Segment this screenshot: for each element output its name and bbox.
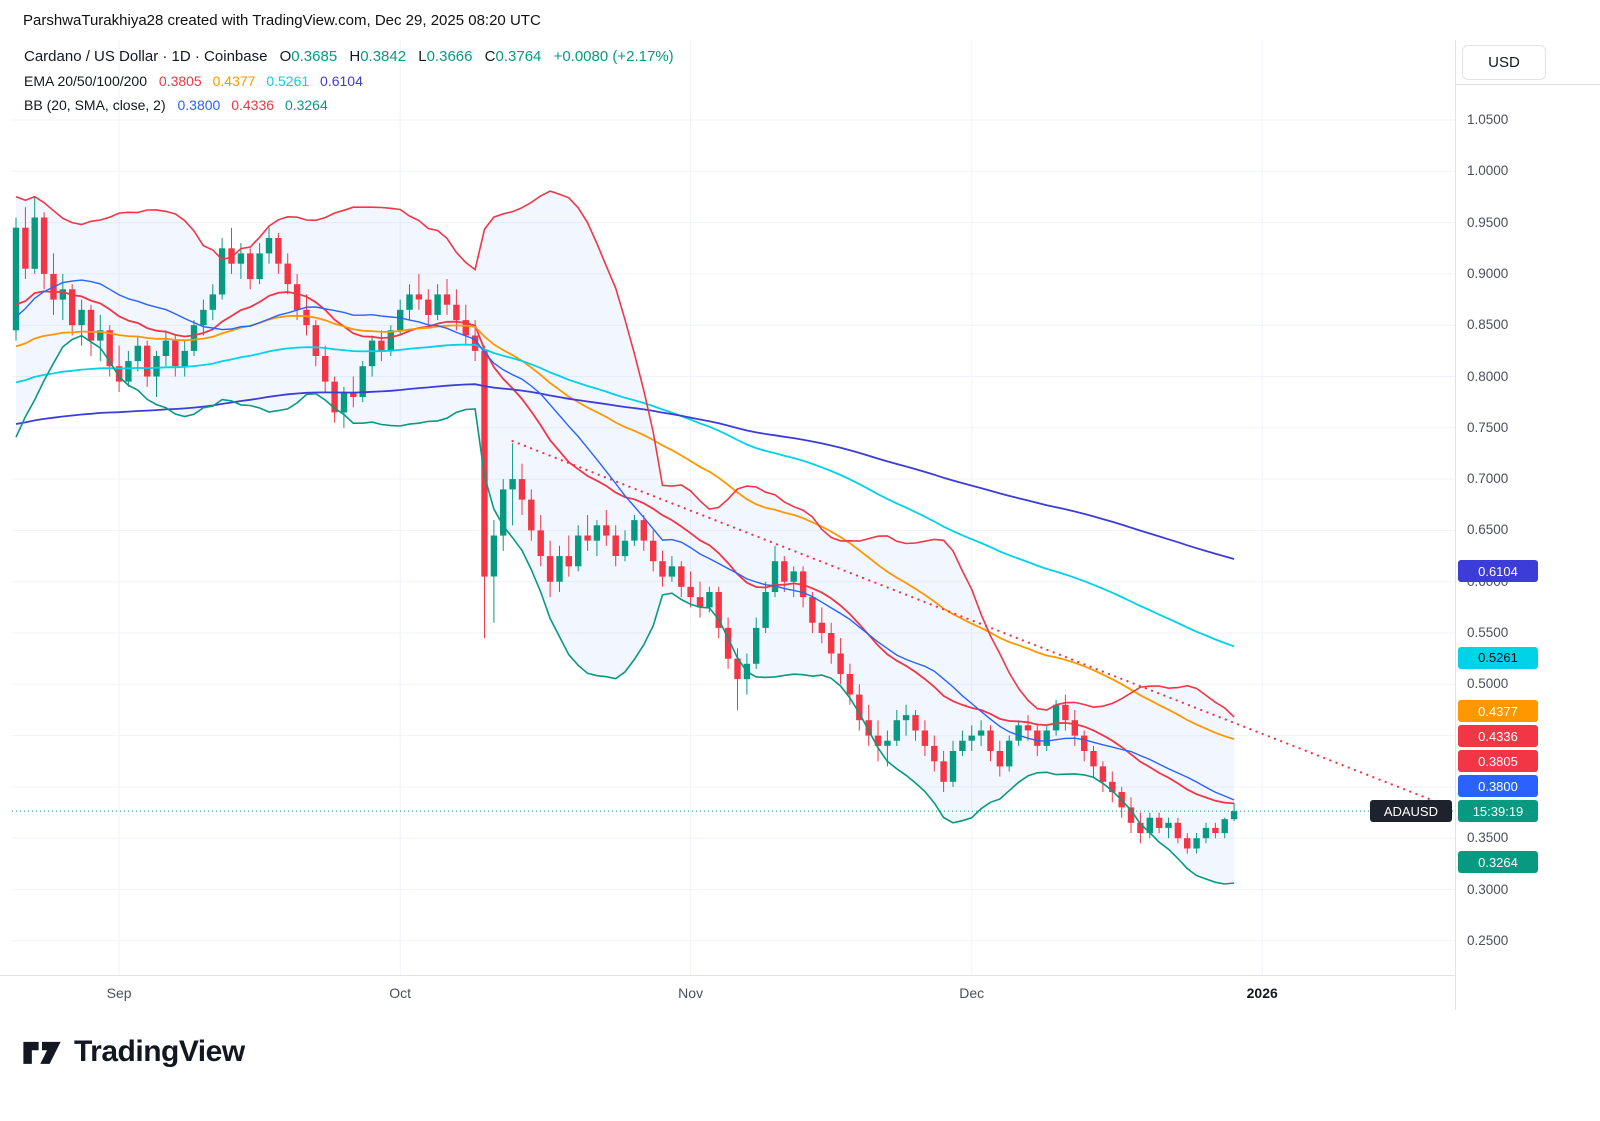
price-tick-label: 1.0000 — [1467, 163, 1509, 179]
grid-lines — [12, 40, 1455, 975]
price-badge: 0.3800 — [1458, 775, 1538, 798]
ohlc-open-value: 0.3685 — [291, 48, 338, 65]
bb-basis-value: 0.3800 — [177, 97, 221, 113]
price-tick-label: 0.7000 — [1467, 471, 1509, 487]
ohlc-high-label: H — [349, 48, 361, 65]
price-tick-label: 0.5500 — [1467, 625, 1509, 640]
indicator-lines — [15, 190, 1235, 885]
ohlc-low-label: L — [418, 48, 427, 65]
chart-legend: Cardano / US Dollar · 1D · Coinbase O0.3… — [24, 49, 674, 122]
price-tick-label: 0.8000 — [1467, 368, 1509, 384]
price-chart-canvas[interactable] — [12, 40, 1455, 975]
ema100-value: 0.5261 — [266, 73, 310, 89]
time-axis[interactable]: Sep Oct Nov Dec 2026 — [0, 975, 1600, 1012]
symbol-price-label: ADAUSD — [1369, 800, 1452, 823]
currency-toggle-button[interactable]: USD — [1462, 45, 1546, 80]
price-badge: 0.4336 — [1458, 725, 1538, 748]
candles — [12, 197, 1238, 854]
price-tick-label: 0.9000 — [1467, 265, 1509, 281]
axis-header-separator — [1456, 84, 1600, 85]
bb-upper-value: 0.4336 — [231, 97, 275, 113]
ema200-value: 0.6104 — [320, 73, 363, 89]
ema50-value: 0.4377 — [212, 73, 256, 89]
price-badge: 0.3805 — [1458, 750, 1538, 773]
footer-brand: TradingView — [20, 1030, 245, 1074]
price-tick-label: 0.6500 — [1467, 522, 1509, 538]
brand-name[interactable]: TradingView — [74, 1035, 245, 1068]
price-tick-label: 0.8500 — [1467, 317, 1509, 333]
ohlc-change: +0.0080 (+2.17%) — [553, 48, 674, 65]
bb-indicator-label[interactable]: BB (20, SMA, close, 2) — [24, 97, 166, 113]
price-badge: 0.3264 — [1458, 851, 1538, 874]
price-tick-label: 1.0500 — [1467, 112, 1509, 127]
time-tick-label: 2026 — [1246, 985, 1278, 1001]
time-tick-label: Nov — [678, 985, 704, 1001]
countdown-badge: 15:39:19 — [1458, 800, 1538, 823]
price-tick-label: 0.3000 — [1467, 881, 1509, 897]
time-tick-label: Dec — [959, 985, 985, 1001]
time-tick-label: Oct — [389, 985, 412, 1001]
ema20-value: 0.3805 — [158, 73, 202, 89]
ohlc-open-label: O — [279, 48, 292, 65]
price-badge: 0.4377 — [1458, 700, 1538, 723]
symbol-title[interactable]: Cardano / US Dollar · 1D · Coinbase — [24, 48, 268, 65]
price-badge: 0.5261 — [1458, 646, 1538, 669]
annotations — [12, 440, 1455, 812]
bb-lower-value: 0.3264 — [284, 97, 328, 113]
time-tick-label: Sep — [106, 985, 132, 1001]
tradingview-logo-icon[interactable] — [20, 1030, 64, 1074]
price-tick-label: 0.3500 — [1467, 830, 1509, 846]
price-tick-label: 0.9500 — [1467, 214, 1509, 230]
ohlc-high-value: 0.3842 — [360, 48, 407, 65]
ohlc-low-value: 0.3666 — [426, 48, 473, 65]
price-tick-label: 0.7500 — [1467, 419, 1509, 435]
ema-indicator-label[interactable]: EMA 20/50/100/200 — [24, 73, 147, 89]
symbol-price-label-text: ADAUSD — [1383, 803, 1438, 819]
price-tick-label: 0.2500 — [1467, 932, 1509, 948]
attribution-text: ParshwaTurakhiya28 created with TradingV… — [23, 12, 541, 29]
ohlc-close-label: C — [484, 48, 496, 65]
price-tick-label: 0.5000 — [1467, 676, 1509, 692]
price-badge: 0.6104 — [1458, 560, 1538, 583]
price-axis[interactable]: USD 1.0500 1.0000 0.9500 0.9000 0.8500 0.8000… — [1455, 40, 1600, 1010]
ohlc-close-value: 0.3764 — [495, 48, 542, 65]
